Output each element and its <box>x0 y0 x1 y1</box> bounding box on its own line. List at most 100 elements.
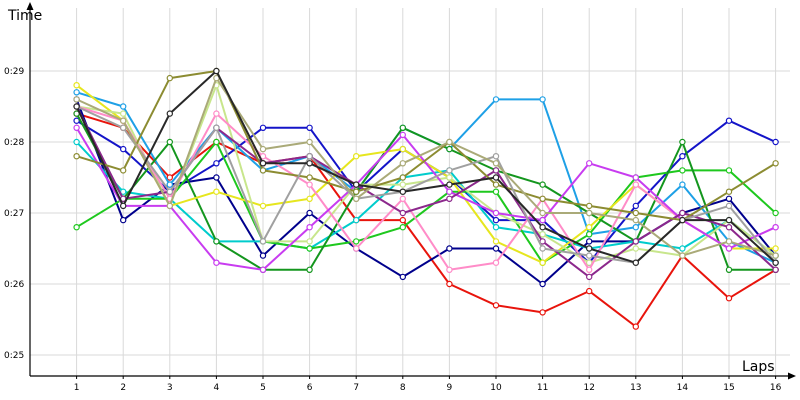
data-point <box>446 145 453 153</box>
data-point <box>73 81 80 89</box>
data-point <box>725 216 733 224</box>
data-point <box>306 138 313 146</box>
data-point <box>259 252 267 259</box>
data-point <box>632 202 640 210</box>
series-line <box>75 127 777 271</box>
x-tick-label: 7 <box>353 383 359 393</box>
data-point <box>725 238 733 245</box>
data-point <box>213 160 220 167</box>
data-point <box>772 223 779 231</box>
x-tick-label: 4 <box>214 383 220 393</box>
data-point <box>446 266 453 273</box>
y-axis-arrow <box>26 2 34 10</box>
data-point <box>306 174 313 181</box>
data-point <box>119 216 127 224</box>
x-tick-label: 2 <box>120 383 126 393</box>
data-point <box>119 117 127 124</box>
data-point <box>399 188 406 195</box>
data-point <box>166 174 173 181</box>
x-tick-label: 1 <box>74 383 80 393</box>
data-point <box>586 209 593 217</box>
data-point <box>306 195 313 202</box>
data-point <box>539 195 546 202</box>
data-point <box>539 259 546 266</box>
data-point <box>679 138 686 146</box>
y-axis-title: Time <box>7 8 42 24</box>
data-point <box>213 174 220 181</box>
series-11 <box>73 124 779 273</box>
x-axis-title: Laps <box>742 359 775 375</box>
data-point <box>492 152 500 160</box>
data-point <box>446 195 453 202</box>
data-point <box>259 202 267 210</box>
x-tick-label: 5 <box>260 383 266 393</box>
series-line <box>76 77 776 257</box>
data-point <box>772 245 779 252</box>
data-point <box>539 181 546 188</box>
data-point <box>725 188 733 195</box>
data-point <box>492 238 500 245</box>
data-point <box>259 167 267 174</box>
data-point <box>306 266 313 273</box>
data-point <box>679 252 686 259</box>
data-point <box>492 209 500 217</box>
data-point <box>772 160 779 167</box>
x-tick-label: 6 <box>307 383 313 393</box>
data-point <box>306 238 313 245</box>
data-point <box>679 245 686 252</box>
x-tick-label: 3 <box>167 383 173 393</box>
data-point <box>632 245 640 252</box>
data-point <box>679 216 686 224</box>
data-point <box>586 238 593 245</box>
data-point <box>213 238 220 245</box>
data-point <box>772 252 779 259</box>
data-point <box>166 181 173 188</box>
data-point <box>353 216 360 224</box>
data-point <box>166 202 173 210</box>
data-point <box>725 266 733 273</box>
data-point <box>586 287 593 295</box>
data-point <box>166 138 173 146</box>
series-line <box>76 70 777 222</box>
data-point <box>492 160 500 167</box>
data-point <box>399 195 406 202</box>
x-tick-label: 10 <box>490 383 502 393</box>
data-point <box>586 252 593 259</box>
data-point <box>73 103 80 110</box>
x-tick-label: 8 <box>400 383 406 393</box>
data-point <box>492 245 500 252</box>
data-point <box>446 138 453 146</box>
data-point <box>632 174 640 181</box>
data-point <box>259 238 267 245</box>
data-point <box>446 181 453 188</box>
series-line <box>75 99 777 285</box>
data-point <box>353 238 360 245</box>
data-point <box>446 280 453 288</box>
series-2 <box>73 117 779 266</box>
data-point <box>353 188 360 195</box>
data-point <box>353 245 360 252</box>
data-point <box>492 223 500 231</box>
data-point <box>725 245 733 252</box>
data-point <box>306 124 313 132</box>
data-point <box>306 152 313 160</box>
data-point <box>306 160 313 167</box>
x-tick-label: 12 <box>583 383 594 393</box>
y-tick-label: 0:27 <box>4 209 24 219</box>
data-point <box>679 167 686 174</box>
data-point <box>586 245 593 252</box>
y-tick-label: 0:29 <box>4 67 24 77</box>
data-point <box>399 273 406 281</box>
data-point <box>632 209 640 217</box>
data-point <box>632 181 640 188</box>
series-13 <box>73 67 779 224</box>
data-point <box>492 167 500 174</box>
data-point <box>446 174 453 181</box>
x-tick-label: 11 <box>537 383 548 393</box>
data-point <box>73 96 80 103</box>
data-point <box>679 152 686 160</box>
data-point <box>539 245 546 252</box>
data-point <box>213 188 220 195</box>
data-point <box>725 195 733 202</box>
data-point <box>725 117 733 124</box>
